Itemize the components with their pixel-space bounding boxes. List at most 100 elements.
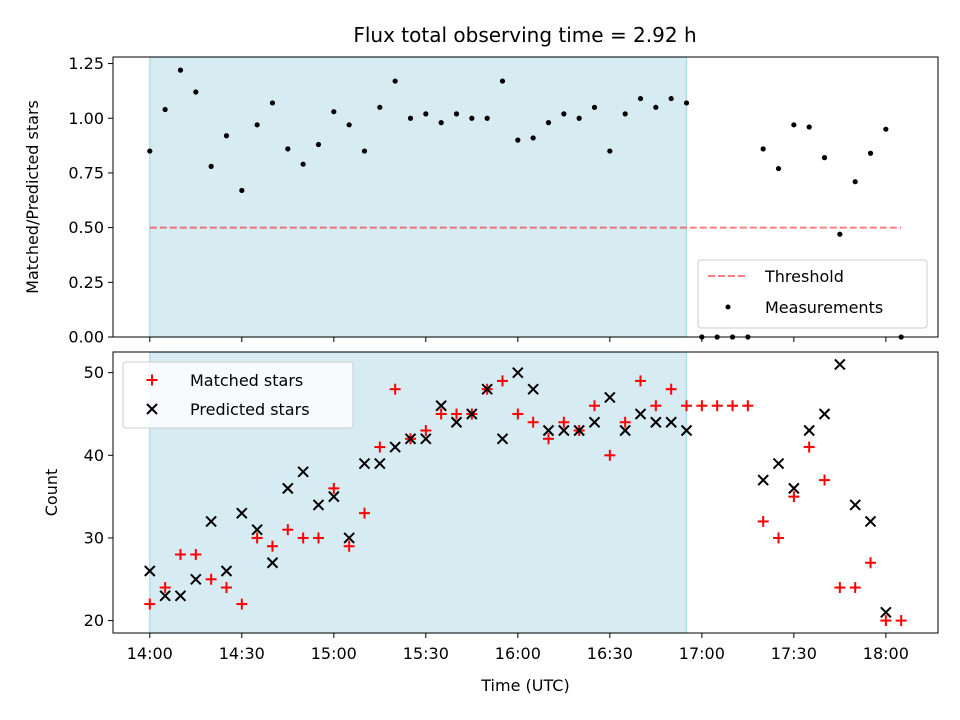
x-axis-label: Time (UTC) [480,676,569,695]
measurement-point [515,137,521,143]
measurement-point [361,148,368,154]
measurement-point [653,104,659,110]
predicted-star-marker [236,507,248,519]
measurement-point [147,148,153,154]
predicted-star-marker [251,523,263,536]
measurement-point [499,78,506,84]
measurement-point [300,161,306,167]
legend-matched-swatch [146,374,158,386]
measurement-point [223,133,230,139]
top-y-axis-label: Matched/Predicted stars [23,100,42,294]
x-tick-label: 16:30 [587,644,633,663]
predicted-star-marker [772,457,785,470]
top-axis-ticks: 0.00 0.25 0.50 0.75 1.00 1.25 [68,54,887,347]
measurement-point [806,124,812,130]
y-tick-label: 40 [84,446,104,465]
measurement-point [239,187,245,194]
y-tick-label: 50 [84,363,104,382]
predicted-star-marker [665,416,677,428]
x-tick-label: 15:30 [403,644,449,663]
measurement-point [867,150,874,156]
predicted-star-marker [312,499,325,511]
x-tick-label: 18:00 [863,644,909,663]
measurement-point [392,78,398,84]
predicted-star-marker [343,532,355,544]
measurement-point [760,146,766,152]
measurement-point [438,120,444,126]
y-tick-label: 1.00 [68,109,104,128]
predicted-star-marker [159,590,171,602]
predicted-star-marker [496,433,509,445]
legend-measurements-swatch [725,304,731,310]
x-tick-label: 17:00 [679,644,725,663]
measurement-point [254,122,260,128]
measurement-point [561,111,567,117]
y-tick-label: 0.50 [68,218,104,237]
predicted-star-marker [481,383,493,395]
predicted-star-marker [757,474,769,486]
predicted-star-marker [864,515,877,528]
measurement-point [576,115,582,121]
measurement-point [315,141,322,148]
predicted-star-marker [788,482,800,495]
top-legend-box [697,259,928,329]
measurement-point [162,106,168,113]
measurement-point [377,104,383,110]
predicted-star-marker [420,433,432,445]
predicted-star-marker [144,565,156,577]
predicted-star-marker [573,424,585,437]
legend-predicted-swatch [146,403,158,415]
measurement-point [837,231,843,237]
shaded-span-rect [149,56,688,338]
measurement-point [852,179,858,185]
predicted-star-marker [558,424,570,437]
measurement-point [407,115,414,121]
measurement-point [668,95,674,102]
bottom-axis-ticks: 20 30 40 50 14:00 14:30 15:00 15:30 16:00 16:30 17… [84,363,909,663]
y-tick-label: 30 [84,528,104,547]
predicted-star-marker [435,400,447,412]
measurement-point [484,115,490,121]
measurement-point [591,104,598,110]
measurement-point [683,100,690,106]
predicted-star-marker [374,457,386,470]
y-tick-label: 0.75 [68,163,104,182]
top-panel: 0.00 0.25 0.50 0.75 1.00 1.25 Matched/Predict… [23,54,939,347]
predicted-star-marker [834,358,846,371]
chart-title: Flux total observing time = 2.92 h [353,23,696,47]
predicted-star-marker [880,606,892,619]
predicted-star-marker [328,490,340,503]
bottom-legend-box [122,361,354,429]
measurement-point [208,163,214,169]
predicted-star-marker [404,433,417,445]
predicted-star-marker [650,416,662,428]
predicted-star-marker [619,424,631,437]
measurement-point [883,126,889,132]
x-tick-label: 15:00 [311,644,357,663]
predicted-star-marker [358,457,371,470]
top-legend: Threshold Measurements [697,259,928,329]
measurement-points [147,67,904,340]
measurement-point [637,95,644,102]
legend-predicted-label: Predicted stars [190,400,310,419]
predicted-star-marker [527,383,539,395]
legend-measurements-label: Measurements [765,298,883,317]
predicted-star-marker [466,408,478,420]
measurement-point [285,146,291,152]
measurement-point [791,122,797,128]
bottom-panel: 20 30 40 50 14:00 14:30 15:00 15:30 16:00 16:30 17… [42,351,939,695]
top-shaded-span [149,56,688,338]
bottom-axes-frame [112,351,939,634]
y-tick-label: 20 [84,611,104,630]
predicted-star-marker [174,590,187,602]
legend-predicted-marker [146,403,158,415]
measurement-point [530,135,536,141]
predicted-star-marker [220,565,233,577]
predicted-star-marker [604,391,616,404]
x-tick-label: 14:30 [219,644,265,663]
top-axes-frame [112,56,939,338]
x-tick-label: 17:30 [771,644,817,663]
measurement-point [622,111,628,117]
predicted-star-marker [849,499,861,511]
y-tick-label: 0.00 [68,328,104,347]
